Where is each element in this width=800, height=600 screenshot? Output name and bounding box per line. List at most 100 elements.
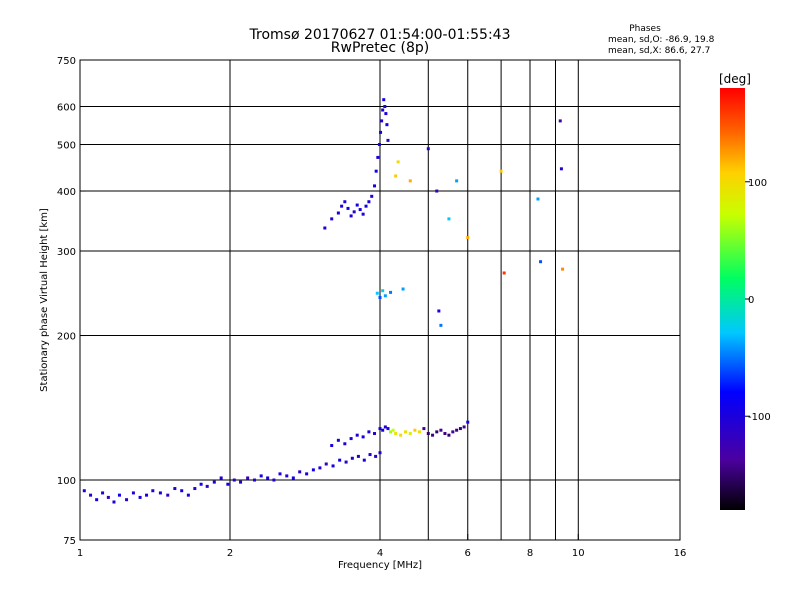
data-point	[373, 432, 377, 436]
chart-subtitle: RwPretec (8p)	[331, 40, 429, 56]
colorbar-label: [deg]	[719, 72, 751, 86]
data-point	[239, 480, 243, 484]
data-point	[391, 428, 395, 432]
colorbar-tick-label: 100	[748, 178, 767, 189]
data-point	[112, 500, 116, 504]
colorbar-gradient	[720, 88, 745, 510]
data-point	[145, 493, 149, 497]
data-point	[367, 430, 371, 434]
data-point	[199, 482, 203, 486]
data-point	[346, 206, 350, 210]
data-point	[422, 427, 426, 431]
data-point	[386, 138, 390, 142]
y-tick-label: 600	[57, 103, 76, 114]
data-point	[455, 428, 459, 432]
data-point	[266, 476, 270, 480]
data-point	[151, 489, 155, 493]
data-point	[180, 489, 184, 493]
data-point	[382, 98, 386, 102]
colorbar-tick-label: 0	[748, 295, 754, 306]
data-point	[291, 476, 295, 480]
data-point	[462, 425, 466, 429]
data-point	[367, 200, 371, 204]
data-point	[408, 179, 412, 183]
data-point	[408, 432, 412, 436]
y-tick-label: 75	[63, 536, 76, 547]
data-point	[349, 214, 353, 218]
data-point	[439, 428, 443, 432]
x-tick-label: 16	[674, 548, 687, 559]
data-point	[106, 495, 110, 499]
x-tick-label: 2	[227, 548, 233, 559]
y-tick-label: 400	[57, 187, 76, 198]
y-axis-label: Stationary phase Virtual Height [km]	[39, 208, 50, 392]
data-point	[82, 489, 86, 493]
phases-x-line: mean, sd,X: 86.6, 27.7	[608, 46, 710, 56]
data-point	[394, 174, 398, 178]
data-point	[173, 487, 177, 491]
x-tick-label: 10	[572, 548, 585, 559]
data-point	[186, 493, 190, 497]
phases-title: Phases	[629, 24, 661, 34]
data-point	[426, 147, 430, 151]
colorbar: [deg] 100 0 -100	[719, 72, 771, 510]
data-point	[561, 267, 565, 271]
data-point	[285, 474, 289, 478]
data-points	[82, 98, 565, 504]
data-point	[381, 289, 385, 293]
data-point	[426, 432, 430, 436]
data-point	[539, 260, 543, 264]
data-point	[559, 167, 563, 171]
chart-title: Tromsø 20170627 01:54:00-01:55:43	[249, 27, 511, 43]
data-point	[383, 105, 387, 109]
data-point	[466, 420, 470, 424]
data-point	[458, 427, 462, 431]
data-point	[336, 438, 340, 442]
y-tick-label: 200	[57, 332, 76, 343]
data-point	[350, 456, 354, 460]
data-point	[125, 498, 129, 502]
data-point	[383, 425, 387, 429]
data-point	[374, 169, 378, 173]
colorbar-ticks: 100 0 -100	[745, 178, 771, 423]
data-point	[272, 478, 276, 482]
y-tick-label: 500	[57, 141, 76, 152]
x-tick-label: 8	[527, 548, 533, 559]
data-point	[219, 476, 223, 480]
data-point	[356, 454, 360, 458]
data-point	[331, 464, 335, 468]
data-point	[394, 432, 398, 436]
data-point	[378, 451, 382, 455]
data-point	[253, 478, 257, 482]
data-point	[343, 442, 347, 446]
data-point	[278, 472, 282, 476]
data-point	[443, 432, 447, 436]
data-point	[384, 112, 388, 116]
data-point	[401, 287, 405, 291]
data-point	[340, 204, 344, 208]
x-tick-label: 6	[465, 548, 471, 559]
y-tick-labels: 75 100 200 300 400 500 600 750	[57, 56, 86, 547]
data-point	[558, 119, 562, 123]
data-point	[379, 130, 383, 134]
data-point	[101, 491, 105, 495]
data-point	[138, 495, 142, 499]
data-point	[377, 143, 381, 147]
data-point	[205, 484, 209, 488]
data-point	[305, 472, 309, 476]
data-point	[435, 189, 439, 193]
x-tick-labels: 1 2 4 6 8 10 16	[77, 534, 687, 559]
data-point	[355, 203, 359, 207]
data-point	[298, 470, 302, 474]
data-point	[386, 427, 390, 431]
data-point	[330, 444, 334, 448]
data-point	[417, 430, 421, 434]
phases-legend: Phases mean, sd,O: -86.9, 19.8 mean, sd,…	[608, 24, 715, 56]
data-point	[466, 236, 470, 240]
data-point	[344, 460, 348, 464]
data-point	[368, 453, 372, 457]
data-point	[311, 468, 315, 472]
data-point	[403, 430, 407, 434]
data-point	[193, 487, 197, 491]
